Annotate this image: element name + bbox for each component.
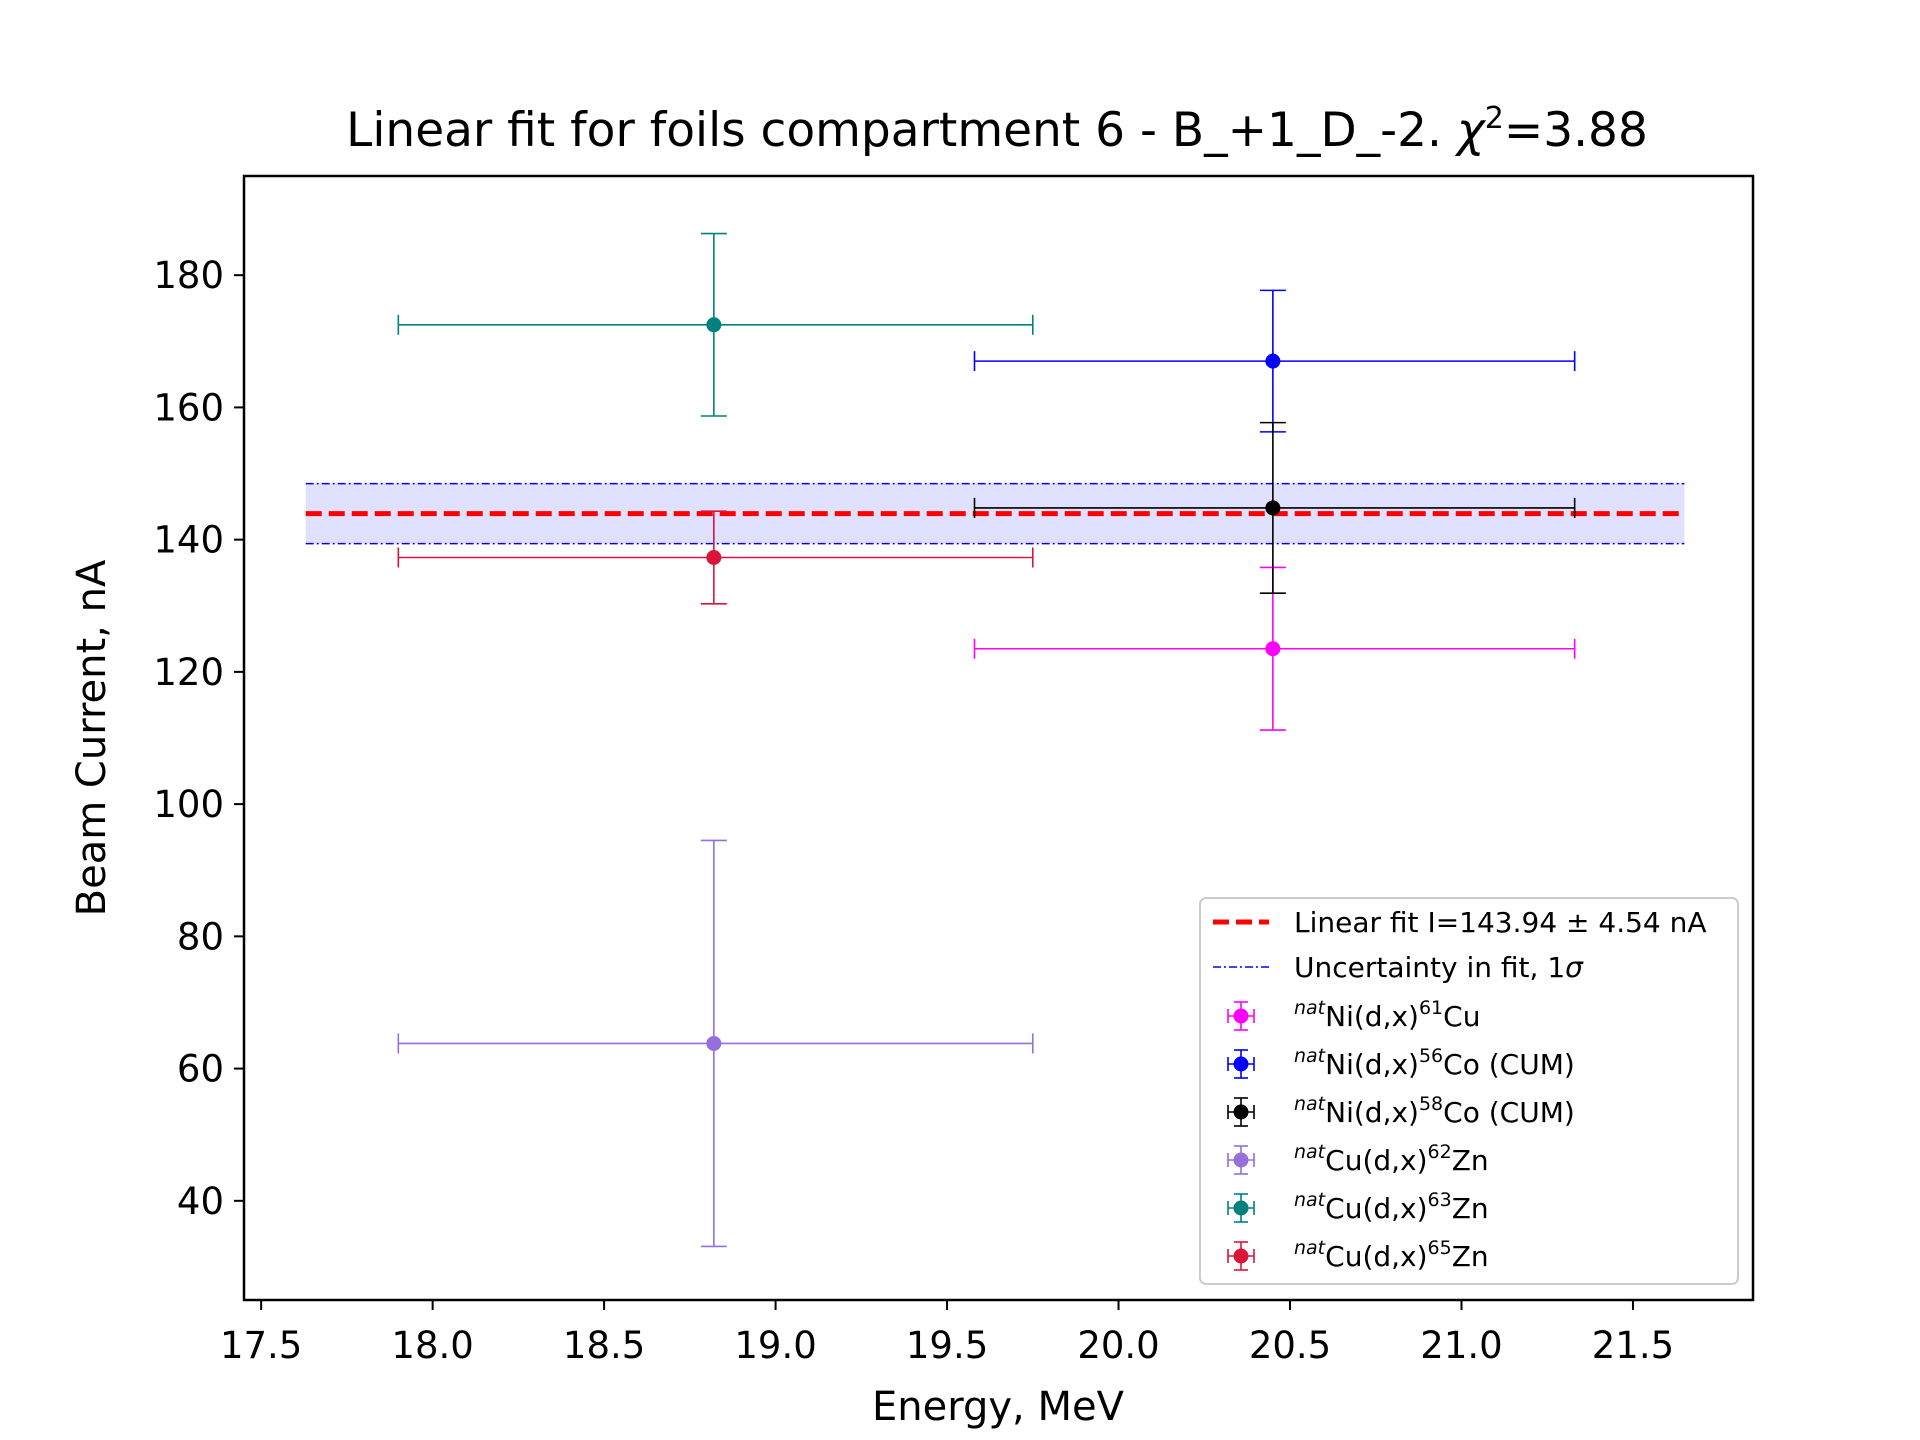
legend-label-prefix: nat bbox=[1294, 1189, 1327, 1211]
x-tick-label: 20.5 bbox=[1249, 1324, 1331, 1367]
data-marker bbox=[706, 317, 722, 333]
legend-label-mass: 58 bbox=[1419, 1093, 1443, 1115]
data-point-4 bbox=[397, 839, 1034, 1248]
legend-label-reaction: Ni(d,x) bbox=[1325, 1096, 1419, 1129]
legend-label-element: Zn bbox=[1452, 1144, 1489, 1177]
data-marker bbox=[706, 1035, 722, 1051]
x-tick-label: 19.0 bbox=[734, 1324, 816, 1367]
legend-label-reaction: Ni(d,x) bbox=[1325, 1048, 1419, 1081]
y-tick-label: 120 bbox=[153, 651, 224, 694]
chart-title-value: =3.88 bbox=[1504, 103, 1648, 158]
legend-entry-4: natCu(d,x)62Zn bbox=[1227, 1141, 1489, 1177]
legend-label-prefix: nat bbox=[1294, 997, 1327, 1019]
legend-label-element: Co (CUM) bbox=[1443, 1048, 1575, 1081]
legend-entry-2: natNi(d,x)56Co (CUM) bbox=[1227, 1045, 1575, 1081]
legend-series-label: natCu(d,x)63Zn bbox=[1294, 1189, 1489, 1225]
legend-marker-dot bbox=[1233, 1152, 1249, 1168]
legend-entry-6: natCu(d,x)65Zn bbox=[1227, 1237, 1489, 1273]
legend-label-mass: 62 bbox=[1428, 1141, 1452, 1163]
x-tick-label: 18.0 bbox=[391, 1324, 473, 1367]
legend-label-mass: 65 bbox=[1428, 1237, 1452, 1259]
y-tick-label: 40 bbox=[177, 1180, 224, 1223]
legend-label-reaction: Cu(d,x) bbox=[1325, 1240, 1427, 1273]
legend-series-label: natCu(d,x)65Zn bbox=[1294, 1237, 1489, 1273]
x-tick-label: 21.0 bbox=[1420, 1324, 1502, 1367]
legend-label-reaction: Cu(d,x) bbox=[1325, 1192, 1427, 1225]
legend-series-label: natNi(d,x)56Co (CUM) bbox=[1294, 1045, 1575, 1081]
data-point-5 bbox=[397, 232, 1034, 417]
x-tick-label: 19.5 bbox=[906, 1324, 988, 1367]
y-tick-label: 80 bbox=[177, 915, 224, 958]
legend-label-reaction: Ni(d,x) bbox=[1325, 1000, 1419, 1033]
legend-label-prefix: nat bbox=[1294, 1093, 1327, 1115]
legend-label-mass: 61 bbox=[1419, 997, 1443, 1019]
fit-uncertainty-band bbox=[305, 483, 1685, 544]
legend-uncertainty-label: Uncertainty in fit, 1σ bbox=[1294, 951, 1584, 984]
y-axis: 40 60 80 100 120 140 160 180 bbox=[153, 254, 244, 1223]
x-tick-label: 21.5 bbox=[1592, 1324, 1674, 1367]
legend-marker-dot bbox=[1233, 1008, 1249, 1024]
legend-label-prefix: nat bbox=[1294, 1141, 1327, 1163]
legend-series-label: natNi(d,x)61Cu bbox=[1294, 997, 1480, 1033]
legend-entry-3: natNi(d,x)58Co (CUM) bbox=[1227, 1093, 1575, 1129]
legend-entry-5: natCu(d,x)63Zn bbox=[1227, 1189, 1489, 1225]
legend-entry-1: natNi(d,x)61Cu bbox=[1227, 997, 1480, 1033]
y-tick-label: 100 bbox=[153, 783, 224, 826]
legend-marker-dot bbox=[1233, 1056, 1249, 1072]
legend-label-reaction: Cu(d,x) bbox=[1325, 1144, 1427, 1177]
chart-title-chi: χ bbox=[1454, 103, 1487, 158]
data-marker bbox=[1265, 353, 1281, 369]
x-axis: 17.5 18.0 18.5 19.0 19.5 20.0 20.5 21.0 21.5 bbox=[220, 1300, 1674, 1367]
legend-uncertainty-sigma: σ bbox=[1565, 951, 1584, 984]
legend-marker-dot bbox=[1233, 1104, 1249, 1120]
legend-series-label: natCu(d,x)62Zn bbox=[1294, 1141, 1489, 1177]
plot-frame bbox=[242, 174, 1755, 1302]
chart-title-sup: 2 bbox=[1485, 101, 1504, 136]
legend-label-prefix: nat bbox=[1294, 1237, 1327, 1259]
legend-label-mass: 63 bbox=[1428, 1189, 1452, 1211]
data-marker bbox=[1265, 641, 1281, 657]
legend-label-element: Zn bbox=[1452, 1192, 1489, 1225]
y-tick-label: 60 bbox=[177, 1048, 224, 1091]
legend-uncertainty-text: Uncertainty in fit, 1 bbox=[1294, 951, 1565, 984]
plot-area bbox=[305, 232, 1685, 1248]
legend-label-mass: 56 bbox=[1419, 1045, 1443, 1067]
x-tick-label: 17.5 bbox=[220, 1324, 302, 1367]
legend-marker-dot bbox=[1233, 1200, 1249, 1216]
x-tick-label: 20.0 bbox=[1077, 1324, 1159, 1367]
legend-label-element: Cu bbox=[1443, 1000, 1480, 1033]
legend-label-element: Zn bbox=[1452, 1240, 1489, 1273]
chart-title-main: Linear fit for foils compartment 6 - B_+… bbox=[346, 103, 1457, 158]
x-tick-label: 18.5 bbox=[563, 1324, 645, 1367]
legend-fit-label: Linear fit I=143.94 ± 4.54 nA bbox=[1294, 906, 1707, 939]
data-point-3 bbox=[973, 421, 1576, 595]
y-tick-label: 180 bbox=[153, 254, 224, 297]
legend: Linear fit I=143.94 ± 4.54 nA Uncertaint… bbox=[1199, 897, 1739, 1285]
legend-series-label: natNi(d,x)58Co (CUM) bbox=[1294, 1093, 1575, 1129]
data-point-6 bbox=[397, 510, 1034, 605]
y-axis-label: Beam Current, nA bbox=[69, 559, 115, 916]
legend-box bbox=[1199, 897, 1739, 1285]
chart-title: Linear fit for foils compartment 6 - B_+… bbox=[346, 101, 1648, 158]
legend-marker-dot bbox=[1233, 1248, 1249, 1264]
y-tick-label: 140 bbox=[153, 519, 224, 562]
legend-label-element: Co (CUM) bbox=[1443, 1096, 1575, 1129]
x-axis-label: Energy, MeV bbox=[872, 1384, 1125, 1430]
data-point-2 bbox=[973, 289, 1576, 433]
y-tick-label: 160 bbox=[153, 386, 224, 429]
data-marker bbox=[706, 549, 722, 565]
data-marker bbox=[1265, 500, 1281, 516]
legend-label-prefix: nat bbox=[1294, 1045, 1327, 1067]
